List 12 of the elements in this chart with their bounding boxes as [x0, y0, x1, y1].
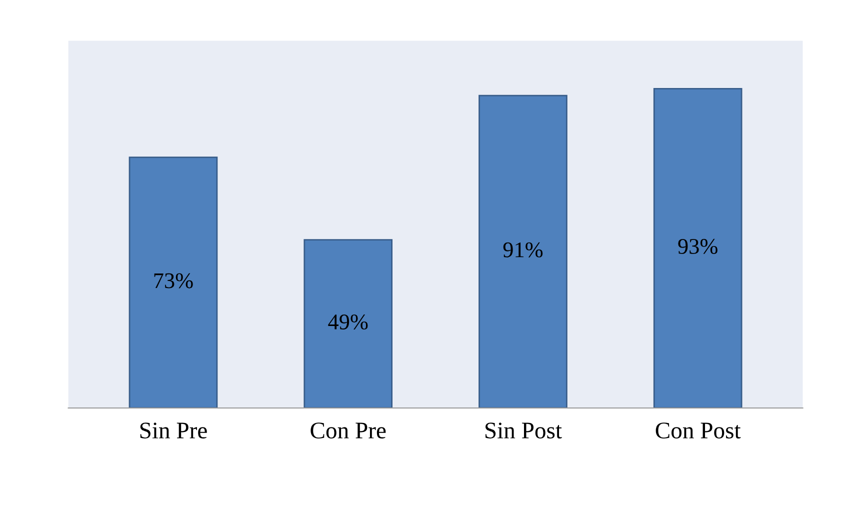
bar [478, 94, 568, 408]
data-label: 91% [503, 242, 543, 258]
x-tick-label: Con Post [656, 422, 741, 439]
x-tick-label: Sin Pre [140, 422, 207, 439]
x-tick-label: Con Pre [310, 422, 386, 439]
x-tick-label: Sin Post [486, 422, 562, 439]
bar [653, 88, 742, 408]
bar [304, 239, 393, 408]
bar [128, 156, 218, 408]
data-label: 49% [328, 314, 368, 330]
data-label: 93% [678, 238, 718, 254]
data-label: 73% [154, 273, 193, 288]
